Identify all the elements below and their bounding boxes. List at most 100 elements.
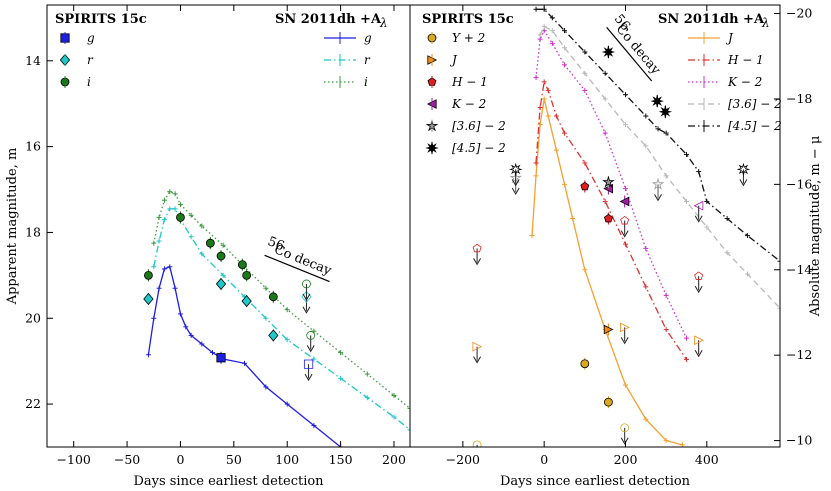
data-point-0-3	[620, 423, 630, 433]
upper-limit-arrowhead	[511, 187, 520, 195]
data-point-2-0	[472, 243, 482, 253]
legend-label-2: i	[87, 75, 91, 89]
data-point-2-3	[620, 215, 630, 225]
legend-title-spirits: SPIRITS 15c	[55, 12, 147, 27]
upper-limit-arrowhead	[473, 258, 482, 266]
template-line-2	[153, 190, 410, 409]
upper-limit-arrowhead	[694, 349, 703, 358]
panel-left: −100 −50 0 50 100 150 200 14 16 18 20 22 Days since …	[5, 4, 411, 489]
template-line-3	[539, 25, 780, 309]
x-axis-label: Days since earliest detection	[133, 474, 324, 489]
template-line-0	[147, 265, 342, 447]
decay-slope-line	[606, 27, 653, 82]
panel-right: −200 0 200 400 −10 −12 −14 −16 −18 −20 Days since …	[409, 4, 823, 489]
legend-template-label-0: g	[364, 31, 372, 45]
data-point-4-2	[651, 177, 665, 190]
decay-superscript: 56	[265, 234, 286, 254]
legend-label-3: K − 2	[451, 97, 486, 111]
upper-limit-arrowhead	[620, 337, 629, 345]
data-point-2-0	[144, 270, 153, 280]
legend-template-label-0: J	[725, 31, 734, 45]
data-point-2-8	[306, 331, 316, 340]
x-tick-label: 100	[275, 452, 299, 467]
x-tick-label: 200	[614, 452, 638, 467]
axes-frame	[46, 4, 411, 448]
x-tick-label: 150	[329, 452, 353, 467]
legend-template-label-1: H − 1	[727, 53, 764, 67]
upper-limit-arrowhead	[620, 437, 629, 445]
legend-template-label-2: i	[364, 75, 368, 89]
legend-template-label-3: [3.6] − 2	[728, 97, 782, 111]
data-point-2-7	[302, 279, 311, 289]
data-point-1-1	[215, 277, 227, 291]
data-point-1-3	[268, 329, 279, 342]
y-tick-label: −16	[786, 176, 812, 191]
axes-frame	[409, 4, 781, 448]
template-line-2	[535, 29, 688, 339]
upper-limit-arrowhead	[302, 293, 311, 301]
data-point-3-2	[693, 200, 704, 211]
legend-label-1: r	[87, 53, 94, 67]
data-point-2-4	[694, 271, 704, 280]
x-tick-label: 0	[540, 452, 548, 467]
upper-limit-arrowhead	[694, 215, 703, 223]
x-tick-label: 200	[382, 452, 406, 467]
legend-title-sn2011dh: SN 2011dh +A	[658, 12, 765, 27]
x-tick-label: 0	[176, 452, 184, 467]
legend-label-0: g	[87, 31, 95, 45]
data-point-5-2	[650, 94, 664, 108]
data-point-5-4	[736, 162, 751, 177]
data-point-1-2	[620, 322, 630, 333]
y-tick-label: −12	[786, 347, 812, 362]
legend-title-spirits: SPIRITS 15c	[422, 12, 514, 27]
x-tick-label: −200	[446, 452, 480, 467]
legend-label-5: [4.5] − 2	[452, 141, 506, 155]
legend-label-0: Y + 2	[452, 31, 485, 45]
y-tick-label: 16	[25, 139, 41, 154]
data-point-1-2	[241, 295, 252, 308]
data-point-1-3	[694, 335, 704, 346]
legend-title-subscript: λ	[761, 16, 770, 30]
x-tick-label: −50	[114, 452, 140, 467]
data-point-2-1	[176, 213, 185, 222]
y-axis-label: Absolute magnitude, m − μ	[808, 136, 823, 318]
data-point-2-3	[216, 251, 226, 261]
x-axis-label: Days since earliest detection	[500, 474, 691, 489]
data-point-1-0	[472, 341, 483, 352]
legend-label-2: H − 1	[451, 75, 488, 89]
data-point-5-0	[508, 162, 523, 177]
data-point-0-2	[604, 397, 613, 407]
legend-title-sn2011dh: SN 2011dh +A	[275, 12, 382, 27]
data-point-2-6	[268, 292, 278, 302]
x-tick-label: 50	[226, 452, 242, 467]
data-point-2-2	[205, 238, 215, 248]
data-point-0-1	[303, 359, 314, 369]
data-point-2-4	[237, 260, 247, 270]
legend-template-label-1: r	[364, 53, 371, 67]
data-point-3-1	[619, 196, 630, 207]
y-tick-label: −14	[786, 262, 812, 277]
y-tick-label: 18	[25, 224, 41, 239]
data-point-2-5	[242, 270, 252, 280]
template-line-4	[536, 8, 780, 262]
legend-label-1: J	[449, 53, 458, 67]
upper-limit-arrowhead	[302, 306, 311, 314]
data-point-2-2	[603, 213, 613, 223]
data-point-0-0	[216, 353, 226, 363]
x-tick-label: 400	[695, 452, 719, 467]
template-line-1	[535, 79, 688, 360]
plot-area	[472, 6, 780, 447]
upper-limit-arrowhead	[654, 194, 662, 202]
data-point-0-1	[580, 359, 590, 369]
decay-slope-line	[264, 254, 330, 283]
plot-area	[143, 189, 410, 447]
legend-label-4: [3.6] − 2	[452, 119, 506, 133]
y-tick-label: −20	[786, 6, 812, 21]
y-tick-label: 22	[25, 396, 41, 411]
y-tick-label: 14	[25, 53, 41, 68]
upper-limit-arrowhead	[620, 230, 629, 238]
decay-label: Co decay	[272, 242, 334, 279]
x-tick-label: −100	[57, 452, 91, 467]
